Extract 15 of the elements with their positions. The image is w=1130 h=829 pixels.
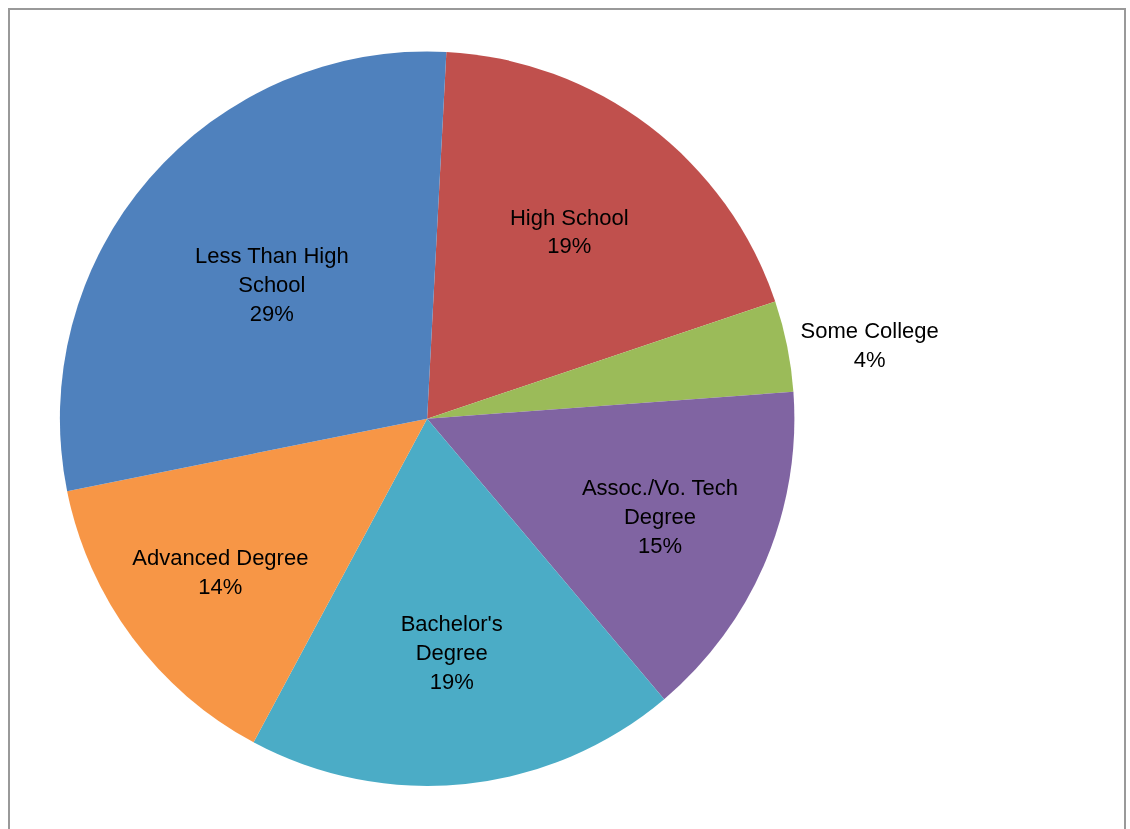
slice-label: Assoc./Vo. Tech Degree <box>581 475 739 530</box>
pie-slice <box>427 51 776 419</box>
slice-label: Bachelor's Degree <box>400 611 503 665</box>
data-label: 19% <box>547 233 592 259</box>
pie-slice <box>427 301 794 419</box>
data-label: 4% <box>853 346 886 372</box>
data-label: 19% <box>429 668 474 694</box>
slice-label: Advanced Degree <box>132 545 309 571</box>
slice-label: Less Than High School <box>194 243 349 298</box>
data-label: 29% <box>249 300 294 326</box>
data-label: 15% <box>637 532 683 558</box>
slice-label: Some College <box>800 318 939 344</box>
pie-slice <box>60 51 447 492</box>
slice-label: High School <box>509 204 629 230</box>
data-label: 14% <box>198 574 243 600</box>
